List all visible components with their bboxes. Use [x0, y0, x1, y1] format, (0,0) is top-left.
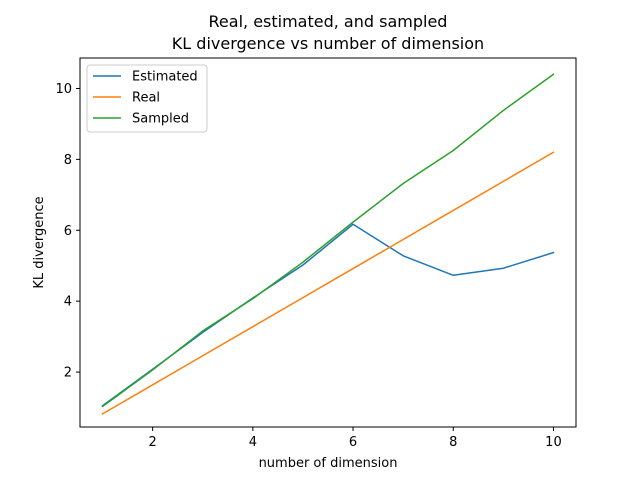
chart-title-line-2: KL divergence vs number of dimension	[172, 34, 484, 53]
x-axis: 2 4 6 8 10	[149, 427, 562, 450]
y-tick-label: 4	[64, 295, 72, 310]
y-tick-label: 10	[55, 82, 72, 97]
y-tick-label: 8	[64, 153, 72, 168]
x-tick-label: 10	[545, 435, 562, 450]
x-axis-label: number of dimension	[259, 456, 398, 471]
legend-label-sampled: Sampled	[132, 112, 189, 127]
y-tick-label: 6	[64, 224, 72, 239]
y-axis-label: KL divergence	[32, 196, 47, 288]
plot-frame	[79, 57, 577, 428]
x-tick-label: 6	[349, 435, 357, 450]
x-tick-label: 4	[249, 435, 257, 450]
x-tick-label: 2	[149, 435, 157, 450]
series-line-sampled	[101, 73, 555, 408]
y-axis: 2 4 6 8 10	[55, 82, 80, 381]
legend: Estimated Real Sampled	[86, 64, 208, 133]
series-layer	[101, 73, 555, 415]
legend-label-estimated: Estimated	[132, 70, 198, 85]
series-line-real	[101, 151, 555, 415]
legend-box	[86, 64, 208, 133]
chart-title-line-1: Real, estimated, and sampled	[209, 12, 448, 31]
y-tick-label: 2	[64, 366, 72, 381]
legend-label-real: Real	[132, 91, 160, 106]
x-tick-label: 8	[449, 435, 457, 450]
